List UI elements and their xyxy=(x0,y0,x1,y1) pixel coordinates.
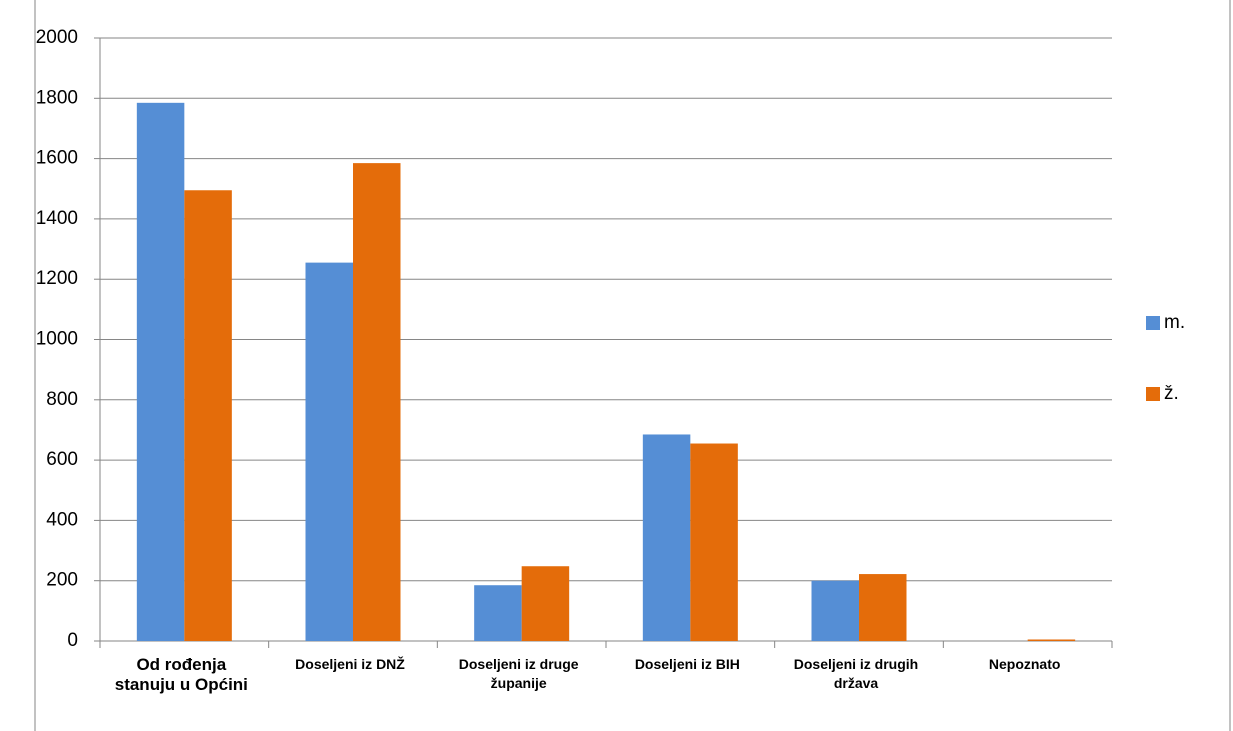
x-tick-label: Nepoznato xyxy=(988,656,1061,672)
legend-swatch xyxy=(1146,387,1160,401)
bar xyxy=(690,443,738,641)
x-tick-label: Doseljeni iz BIH xyxy=(634,656,740,672)
y-tick-label: 0 xyxy=(67,630,78,651)
bar xyxy=(811,580,859,641)
y-tick-label: 1200 xyxy=(36,268,78,289)
bar xyxy=(305,262,353,641)
y-tick-label: 400 xyxy=(46,509,78,530)
bar xyxy=(642,434,691,641)
y-tick-label: 1600 xyxy=(36,148,78,169)
legend-label: ž. xyxy=(1164,383,1179,404)
x-tick-label: Doseljeni iz DNŽ xyxy=(295,656,405,672)
bar xyxy=(521,566,570,641)
y-tick-label: 800 xyxy=(46,389,78,410)
y-tick-label: 200 xyxy=(46,570,78,591)
y-tick-label: 1400 xyxy=(36,208,78,229)
x-tick-label: Doseljeni iz druge županije xyxy=(458,656,579,691)
y-tick-label: 1800 xyxy=(36,87,78,108)
chart-border xyxy=(34,0,1231,731)
legend-label: m. xyxy=(1164,312,1185,333)
legend-swatch xyxy=(1146,316,1160,330)
y-tick-label: 2000 xyxy=(36,27,78,48)
bar xyxy=(184,190,232,641)
bar xyxy=(1027,639,1076,641)
x-tick-label: Doseljeni iz drugih država xyxy=(793,656,919,691)
y-tick-label: 1000 xyxy=(36,329,78,350)
x-tick-label: Od rođenja stanuju u Općini xyxy=(114,655,248,694)
bar xyxy=(859,574,907,641)
bar xyxy=(474,585,522,641)
y-tick-label: 600 xyxy=(46,449,78,470)
bar xyxy=(136,102,185,641)
bar xyxy=(353,163,401,641)
